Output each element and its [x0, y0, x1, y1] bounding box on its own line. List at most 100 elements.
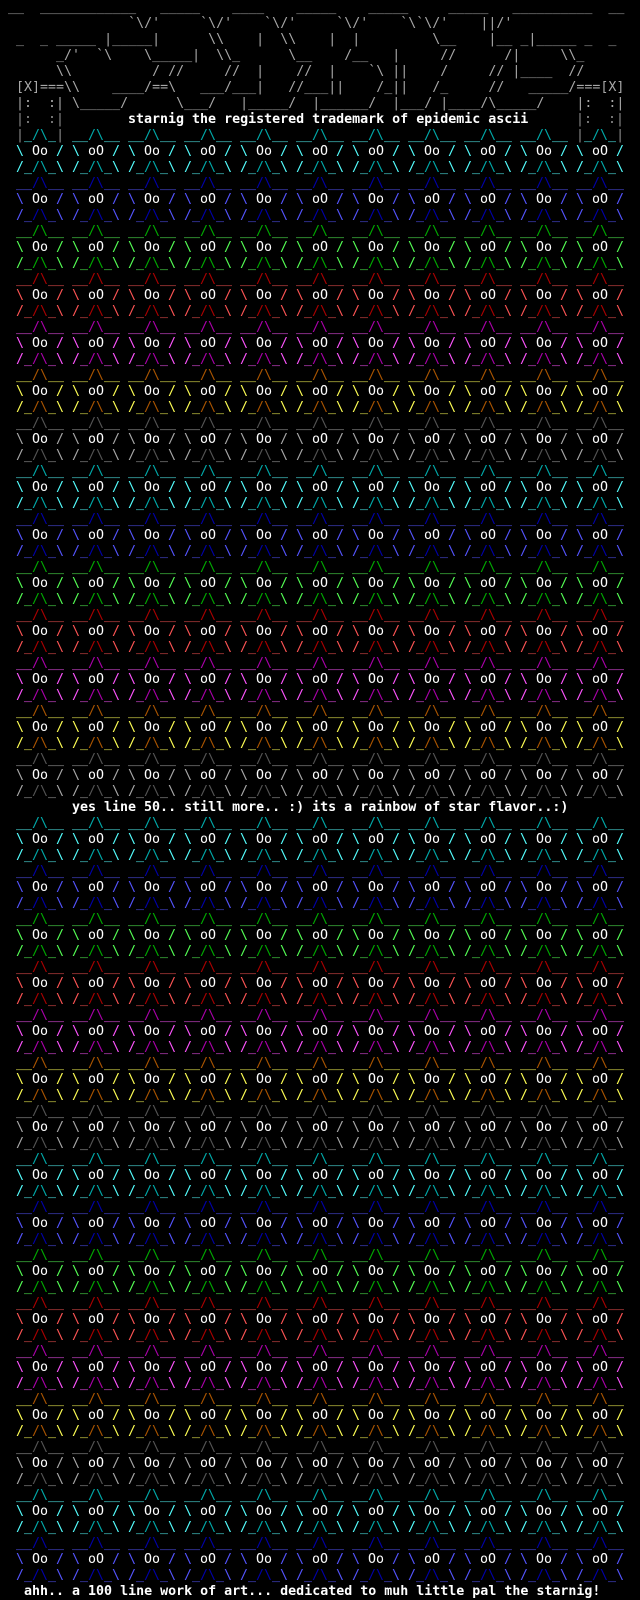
- star-edge: __: [464, 656, 481, 671]
- star-arm: \: [520, 672, 529, 687]
- star-edge: __: [384, 1392, 401, 1407]
- star-face: Oo: [248, 1456, 281, 1471]
- star-blue: __/\__ \ oO //_/\_\: [576, 1200, 624, 1248]
- star-leg: /_: [576, 848, 593, 863]
- star-edge: __: [440, 1344, 457, 1359]
- star-valley: /\: [144, 1328, 161, 1343]
- star-edge: __: [128, 816, 145, 831]
- star-leg: _\: [608, 1232, 625, 1247]
- star-gray: __/\__ \ Oo //_/\_\: [352, 1440, 400, 1488]
- star-red: __/\__ \ Oo //_/\_\: [352, 960, 400, 1008]
- star-arm: \: [408, 1024, 417, 1039]
- star-leg: /_: [240, 848, 257, 863]
- star-valley: /\: [368, 160, 385, 175]
- star-gray: __/\__ \ oO //_/\_\: [296, 1440, 344, 1488]
- star-gray: __/\__ \ oO //_/\_\: [184, 1104, 232, 1152]
- star-peak: /\: [256, 1536, 273, 1551]
- star-edge: __: [72, 816, 89, 831]
- star-arm: /: [336, 288, 345, 303]
- star-valley: /\: [536, 688, 553, 703]
- star-peak: /\: [424, 1296, 441, 1311]
- star-leg: _\: [216, 208, 233, 223]
- star-green: __/\__ \ oO //_/\_\: [296, 1248, 344, 1296]
- star-arm: /: [560, 880, 569, 895]
- star-valley: /\: [592, 400, 609, 415]
- star-edge: __: [328, 1296, 345, 1311]
- star-valley: /\: [592, 784, 609, 799]
- star-red: __/\__ \ Oo //_/\_\: [240, 960, 288, 1008]
- star-valley: /\: [536, 592, 553, 607]
- star-face: oO: [472, 1312, 505, 1327]
- star-arm: /: [392, 1552, 401, 1567]
- star-arm: \: [408, 1408, 417, 1423]
- star-face: Oo: [248, 1504, 281, 1519]
- star-leg: /_: [296, 496, 313, 511]
- star-magenta: __/\__ \ Oo //_/\_\: [408, 1008, 456, 1056]
- star-edge: __: [104, 368, 121, 383]
- star-leg: /_: [352, 256, 369, 271]
- star-blue: __/\__ \ Oo //_/\_\: [16, 1200, 64, 1248]
- star-edge: __: [128, 912, 145, 927]
- star-edge: __: [408, 864, 425, 879]
- star-arm: \: [464, 672, 473, 687]
- star-leg: /_: [16, 992, 33, 1007]
- star-arm: \: [240, 528, 249, 543]
- star-face: oO: [192, 576, 225, 591]
- star-edge: __: [104, 176, 121, 191]
- star-edge: __: [272, 864, 289, 879]
- star-face: Oo: [248, 832, 281, 847]
- star-arm: \: [352, 672, 361, 687]
- star-gray: __/\__ \ Oo //_/\_\: [240, 752, 288, 800]
- star-leg: _\: [160, 256, 177, 271]
- star-valley: /\: [144, 640, 161, 655]
- star-arm: \: [408, 832, 417, 847]
- star-arm: \: [296, 144, 305, 159]
- star-arm: /: [280, 1312, 289, 1327]
- star-face: oO: [304, 480, 337, 495]
- star-face: Oo: [360, 1408, 393, 1423]
- star-arm: \: [184, 480, 193, 495]
- star-valley: /\: [592, 160, 609, 175]
- star-face: Oo: [136, 1072, 169, 1087]
- star-leg: /_: [240, 1424, 257, 1439]
- star-edge: __: [464, 608, 481, 623]
- star-magenta: __/\__ \ Oo //_/\_\: [16, 1008, 64, 1056]
- star-leg: /_: [576, 1520, 593, 1535]
- star-arm: \: [576, 720, 585, 735]
- star-blue: __/\__ \ oO //_/\_\: [72, 176, 120, 224]
- star-green: __/\__ \ Oo //_/\_\: [128, 224, 176, 272]
- star-arm: /: [560, 192, 569, 207]
- star-leg: /_: [16, 784, 33, 799]
- star-valley: /\: [536, 304, 553, 319]
- star-face: Oo: [416, 1312, 449, 1327]
- star-arm: /: [168, 336, 177, 351]
- star-edge: __: [464, 176, 481, 191]
- star-face: oO: [192, 1168, 225, 1183]
- star-leg: _\: [440, 1040, 457, 1055]
- star-leg: /_: [352, 1472, 369, 1487]
- star-arm: /: [560, 1024, 569, 1039]
- star-arm: \: [408, 240, 417, 255]
- star-edge: __: [72, 1248, 89, 1263]
- star-face: Oo: [360, 1216, 393, 1231]
- star-arm: \: [240, 480, 249, 495]
- star-edge: __: [16, 1104, 33, 1119]
- star-leg: /_: [16, 1472, 33, 1487]
- star-leg: /_: [352, 592, 369, 607]
- star-arm: \: [240, 672, 249, 687]
- star-face: Oo: [136, 480, 169, 495]
- star-edge: __: [552, 1440, 569, 1455]
- star-leg: /_: [520, 1328, 537, 1343]
- frame-bar: |: [56, 128, 65, 143]
- star-valley: /\: [480, 688, 497, 703]
- star-edge: __: [240, 1152, 257, 1167]
- star-valley: /\: [480, 352, 497, 367]
- star-face: oO: [584, 288, 617, 303]
- star-edge: __: [48, 320, 65, 335]
- star-leg: /_: [520, 496, 537, 511]
- star-peak: /\: [424, 1248, 441, 1263]
- star-face: Oo: [528, 1408, 561, 1423]
- star-edge: __: [72, 1344, 89, 1359]
- star-leg: _\: [552, 256, 569, 271]
- star-peak: /\: [480, 368, 497, 383]
